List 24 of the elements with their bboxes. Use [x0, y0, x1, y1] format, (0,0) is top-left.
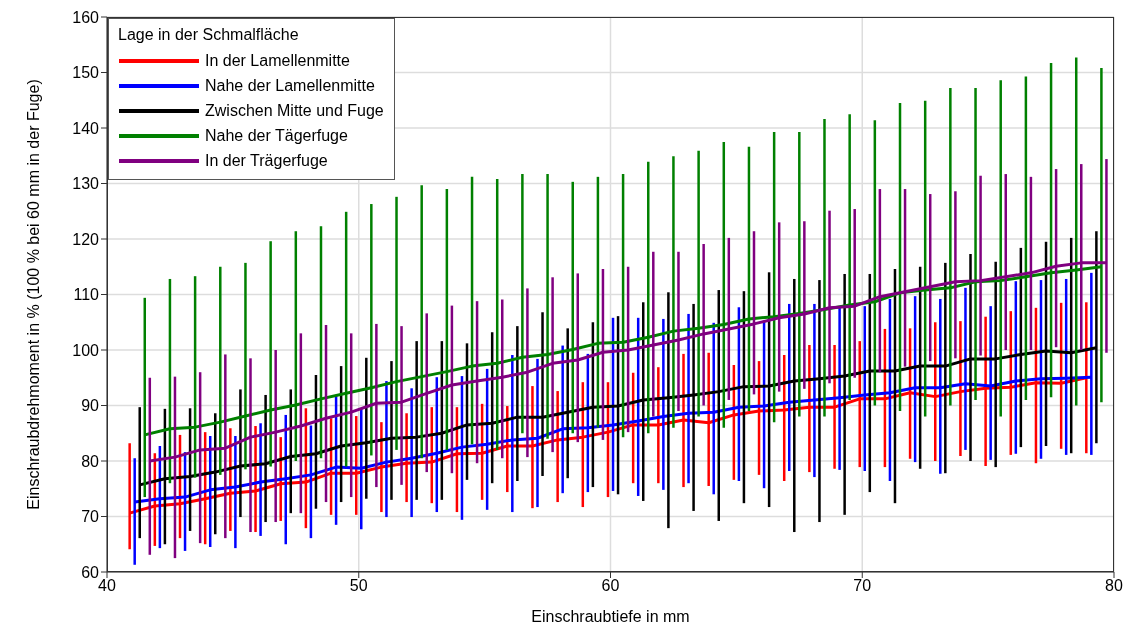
y-tick-label: 80: [81, 452, 100, 470]
y-tick-label: 150: [72, 64, 100, 82]
x-tick-label: 60: [601, 577, 620, 595]
y-tick-label: 130: [72, 175, 100, 193]
legend-label: In der Lamellenmitte: [205, 51, 350, 71]
x-tick-label: 50: [349, 577, 368, 595]
y-tick-label: 90: [81, 397, 100, 415]
legend-title: Lage in der Schmalfläche: [118, 25, 299, 45]
legend-label: Nahe der Tägerfuge: [205, 126, 348, 146]
legend-label: In der Trägerfuge: [205, 151, 328, 171]
y-tick-label: 120: [72, 230, 100, 248]
legend-label: Nahe der Lamellenmitte: [205, 76, 375, 96]
legend-label: Zwischen Mitte und Fuge: [205, 101, 384, 121]
y-tick-label: 110: [73, 286, 100, 304]
y-axis-title: Einschraubdrehmoment in % (100 % bei 60 mm in der Fuge): [24, 79, 42, 510]
y-tick-label: 60: [81, 563, 100, 581]
y-tick-label: 140: [72, 119, 100, 137]
x-axis-title: Einschraubtiefe in mm: [531, 608, 690, 625]
x-tick-label: 70: [853, 577, 872, 595]
y-tick-label: 100: [72, 341, 100, 359]
x-tick-label: 80: [1105, 577, 1123, 595]
x-tick-label: 40: [98, 577, 116, 595]
y-tick-label: 160: [72, 8, 100, 26]
y-tick-label: 70: [81, 508, 100, 526]
